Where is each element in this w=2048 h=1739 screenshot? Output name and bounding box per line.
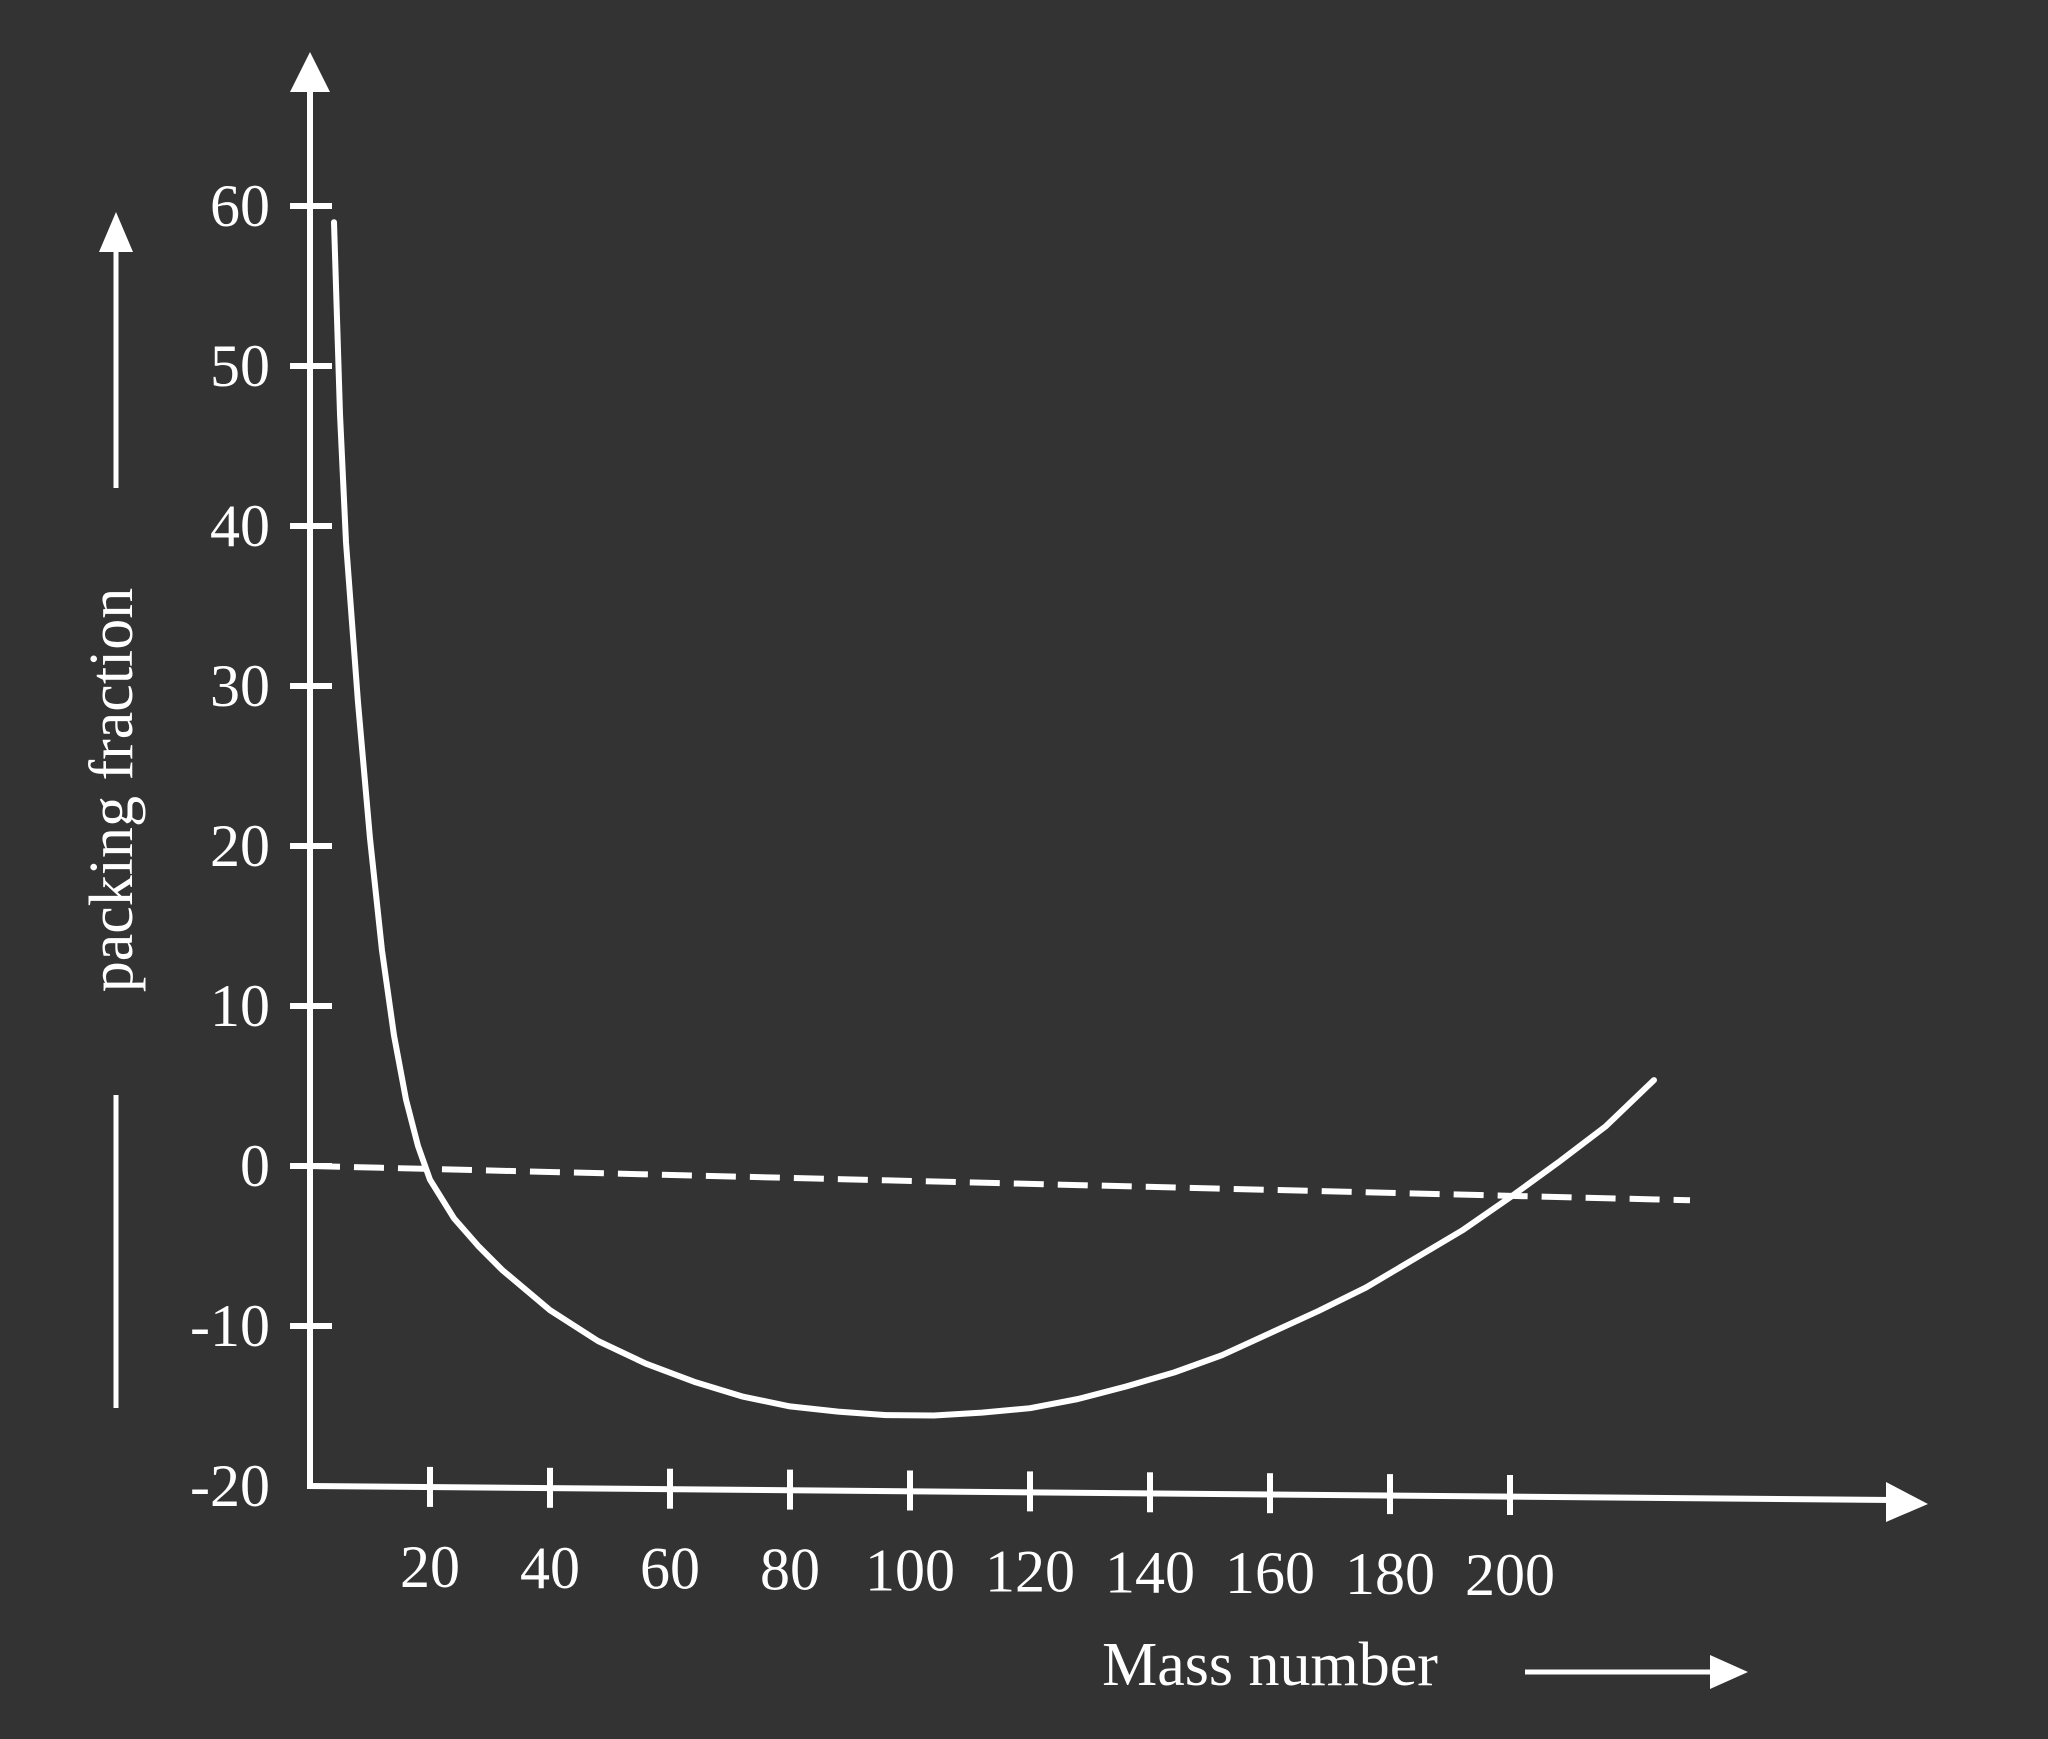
- x-axis-arrowhead: [1886, 1482, 1928, 1522]
- x-tick-label: 40: [520, 1535, 580, 1601]
- y-tick-label: 40: [210, 493, 270, 559]
- axes: [290, 52, 1928, 1522]
- x-tick-label: 200: [1465, 1542, 1555, 1608]
- y-tick-label: 10: [210, 973, 270, 1039]
- y-axis-title: packing fraction: [78, 588, 146, 993]
- series-layer: [309, 219, 1691, 1419]
- y-tick-label: 20: [210, 813, 270, 879]
- x-tick-label: 20: [400, 1534, 460, 1600]
- packing-fraction-curve: [331, 219, 1657, 1419]
- zero-reference-dashed-line: [309, 1163, 1691, 1204]
- x-axis-title-arrowhead: [1710, 1655, 1748, 1689]
- x-axis: [306, 1482, 1894, 1504]
- tick-marks: [290, 203, 1513, 1515]
- x-tick-label: 120: [985, 1538, 1075, 1604]
- y-axis-title-arrowhead: [99, 212, 133, 252]
- y-axis-arrowhead: [290, 52, 330, 92]
- x-tick-label: 80: [760, 1537, 820, 1603]
- y-tick-label: -20: [190, 1453, 270, 1519]
- y-tick-label: 30: [210, 653, 270, 719]
- x-tick-label: 60: [640, 1536, 700, 1602]
- x-tick-label: 180: [1345, 1541, 1435, 1607]
- y-tick-label: 0: [240, 1133, 270, 1199]
- y-tick-label: 60: [210, 173, 270, 239]
- x-tick-label: 160: [1225, 1540, 1315, 1606]
- y-tick-label: -10: [190, 1293, 270, 1359]
- tick-labels: -20 -10 0 10 20 30 40 50 60 20 40 60 80 100 120 140 160 1…: [190, 173, 1555, 1608]
- x-tick-label: 100: [865, 1538, 955, 1604]
- x-axis-title: Mass number: [1102, 1631, 1438, 1699]
- x-tick-label: 140: [1105, 1539, 1195, 1605]
- y-tick-label: 50: [210, 333, 270, 399]
